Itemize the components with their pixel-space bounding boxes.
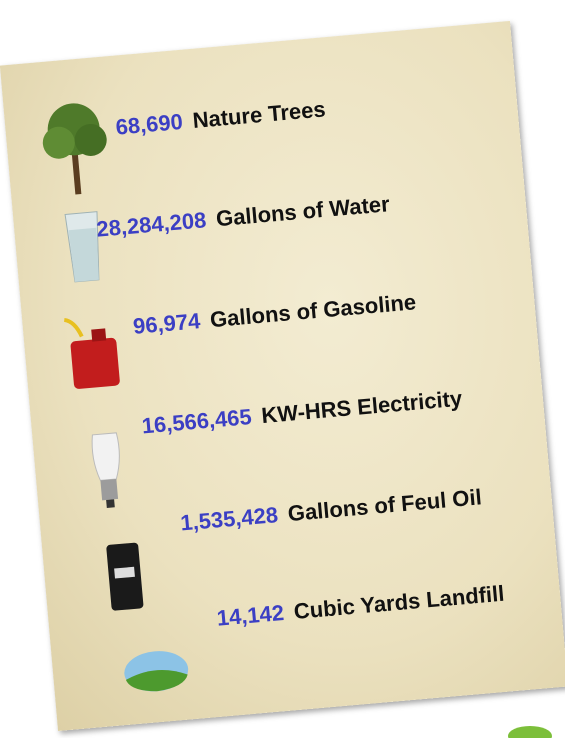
item-row: 14,142 Cubic Yards Landfill: [215, 574, 506, 639]
item-row: 96,974 Gallons of Gasoline: [131, 282, 417, 347]
landscape-icon: [124, 651, 189, 692]
item-row: 68,690 Nature Trees: [114, 89, 327, 147]
bulb-icon: [91, 432, 120, 508]
item-label: Cubic Yards Landfill: [292, 580, 506, 624]
paper: 68,690 Nature Trees 28,284,208 Gallons of …: [0, 20, 565, 732]
tree-icon: [42, 103, 107, 195]
item-value: 1,535,428: [179, 502, 280, 536]
oil-barrel-icon: [106, 542, 144, 611]
item-row: 1,535,428 Gallons of Feul Oil: [179, 477, 484, 543]
item-label: KW-HRS Electricity: [260, 385, 464, 429]
item-label: Gallons of Water: [215, 191, 391, 232]
item-value: 68,690: [114, 108, 184, 140]
item-label: Nature Trees: [191, 96, 327, 133]
item-value: 14,142: [215, 599, 285, 631]
water-icon: [64, 211, 100, 283]
item-value: 28,284,208: [95, 207, 208, 242]
leaf-decoration: [508, 726, 552, 738]
item-label: Gallons of Gasoline: [209, 289, 418, 333]
item-row: 28,284,208 Gallons of Water: [95, 184, 391, 249]
gas-can-icon: [63, 317, 120, 389]
item-value: 16,566,465: [140, 404, 253, 439]
item-row: 16,566,465 KW-HRS Electricity: [140, 379, 464, 447]
item-value: 96,974: [132, 308, 202, 339]
item-label: Gallons of Feul Oil: [286, 484, 483, 527]
